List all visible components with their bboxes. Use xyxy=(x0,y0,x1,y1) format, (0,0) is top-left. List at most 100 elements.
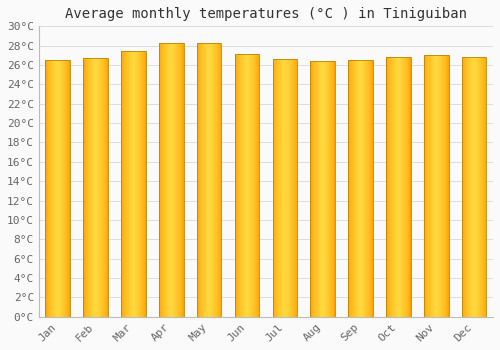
Bar xyxy=(282,59,283,317)
Bar xyxy=(245,54,246,317)
Bar xyxy=(241,54,242,317)
Bar xyxy=(124,51,125,317)
Bar xyxy=(434,55,435,317)
Bar xyxy=(102,58,103,317)
Bar xyxy=(54,60,56,317)
Bar xyxy=(478,57,479,317)
Bar xyxy=(67,60,68,317)
Bar xyxy=(311,61,312,317)
Bar xyxy=(234,54,236,317)
Bar xyxy=(443,55,444,317)
Bar xyxy=(482,57,484,317)
Bar xyxy=(210,43,211,317)
Bar xyxy=(97,58,98,317)
Bar xyxy=(173,43,174,317)
Bar xyxy=(370,60,371,317)
Bar xyxy=(289,59,290,317)
Bar xyxy=(361,60,362,317)
Bar xyxy=(442,55,443,317)
Bar xyxy=(291,59,292,317)
Bar xyxy=(202,43,203,317)
Bar xyxy=(314,61,316,317)
Bar xyxy=(465,57,466,317)
Bar xyxy=(126,51,128,317)
Bar xyxy=(318,61,319,317)
Bar xyxy=(398,57,399,317)
Bar xyxy=(201,43,202,317)
Bar xyxy=(84,58,85,317)
Bar xyxy=(46,60,70,317)
Bar xyxy=(333,61,334,317)
Bar xyxy=(286,59,288,317)
Bar xyxy=(257,54,258,317)
Bar xyxy=(164,43,165,317)
Bar xyxy=(317,61,318,317)
Bar xyxy=(248,54,249,317)
Bar xyxy=(92,58,93,317)
Bar xyxy=(352,60,353,317)
Bar xyxy=(349,60,350,317)
Bar xyxy=(328,61,329,317)
Bar xyxy=(404,57,405,317)
Bar xyxy=(444,55,445,317)
Bar xyxy=(389,57,390,317)
Bar xyxy=(472,57,473,317)
Bar xyxy=(145,51,146,317)
Bar xyxy=(350,60,352,317)
Bar xyxy=(477,57,478,317)
Bar xyxy=(216,43,217,317)
Bar xyxy=(85,58,86,317)
Bar xyxy=(360,60,361,317)
Bar xyxy=(470,57,471,317)
Bar xyxy=(162,43,164,317)
Bar xyxy=(288,59,289,317)
Bar xyxy=(252,54,253,317)
Bar xyxy=(159,43,184,317)
Bar xyxy=(103,58,104,317)
Bar xyxy=(354,60,355,317)
Bar xyxy=(430,55,432,317)
Bar xyxy=(358,60,360,317)
Bar xyxy=(141,51,142,317)
Bar xyxy=(310,61,335,317)
Bar xyxy=(174,43,175,317)
Bar xyxy=(221,43,222,317)
Bar xyxy=(480,57,481,317)
Bar xyxy=(101,58,102,317)
Bar xyxy=(159,43,160,317)
Bar xyxy=(125,51,126,317)
Bar xyxy=(172,43,173,317)
Bar xyxy=(362,60,363,317)
Bar xyxy=(320,61,321,317)
Bar xyxy=(89,58,90,317)
Bar xyxy=(322,61,324,317)
Bar xyxy=(405,57,406,317)
Bar xyxy=(277,59,278,317)
Bar xyxy=(278,59,280,317)
Bar xyxy=(394,57,396,317)
Bar xyxy=(142,51,144,317)
Bar xyxy=(435,55,436,317)
Bar xyxy=(276,59,277,317)
Bar xyxy=(363,60,364,317)
Bar xyxy=(386,57,388,317)
Bar xyxy=(292,59,293,317)
Bar xyxy=(312,61,313,317)
Bar xyxy=(204,43,205,317)
Bar xyxy=(445,55,446,317)
Bar xyxy=(272,59,273,317)
Bar xyxy=(121,51,146,317)
Bar xyxy=(237,54,238,317)
Bar xyxy=(178,43,180,317)
Bar xyxy=(177,43,178,317)
Bar xyxy=(86,58,87,317)
Bar xyxy=(217,43,218,317)
Bar xyxy=(274,59,275,317)
Bar xyxy=(428,55,429,317)
Bar xyxy=(440,55,441,317)
Bar xyxy=(390,57,391,317)
Bar xyxy=(327,61,328,317)
Bar xyxy=(247,54,248,317)
Bar xyxy=(273,59,274,317)
Bar xyxy=(239,54,240,317)
